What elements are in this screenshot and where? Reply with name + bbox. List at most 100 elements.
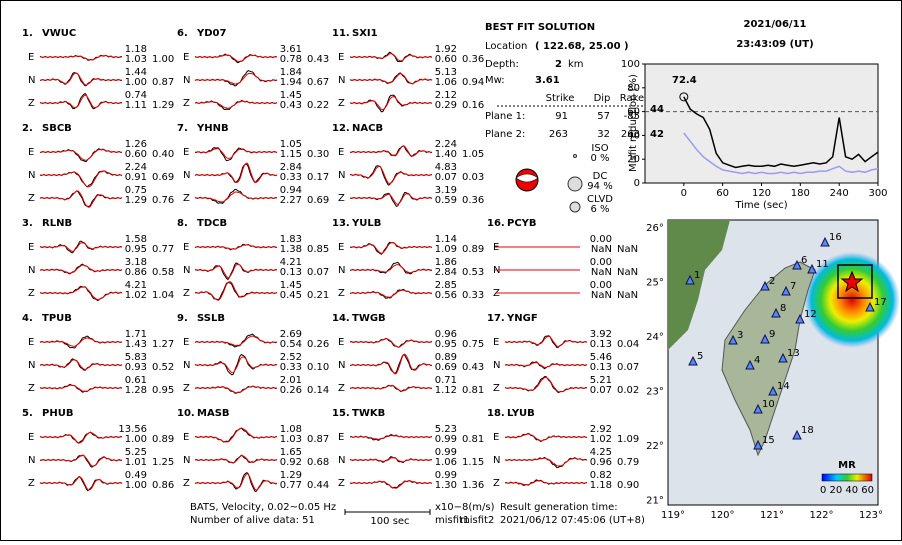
component-name: CLVD [587, 194, 613, 205]
misfit1: 0.13 [590, 362, 612, 373]
table-header: Dip [594, 93, 611, 104]
misfit1: 0.86 [125, 267, 147, 278]
amplitude: 1.44 [125, 67, 147, 78]
amplitude: 1.05 [280, 139, 302, 150]
lon-label: 123° [859, 510, 883, 521]
synthetic-trace [39, 170, 123, 188]
legend-misfit2: misfit2 [460, 515, 494, 526]
synthetic-trace [349, 353, 433, 375]
y-tick-label: 0 [634, 178, 640, 189]
misfit2: 0.87 [152, 77, 174, 88]
amplitude: 0.00 [590, 257, 612, 268]
misfit2: 0.03 [462, 172, 484, 183]
synthetic-trace [349, 480, 433, 489]
misfit1: 0.13 [590, 339, 612, 350]
misfit1: 1.02 [590, 434, 612, 445]
misfit1: 1.06 [435, 77, 457, 88]
amplitude: 1.84 [280, 67, 302, 78]
synthetic-trace [39, 476, 123, 491]
station-label: 9 [769, 329, 775, 340]
station-label: 6 [801, 255, 807, 266]
misfit2: 0.44 [307, 480, 329, 491]
synthetic-trace [194, 191, 278, 203]
misfit1: 0.54 [280, 339, 302, 350]
misfit1: 0.77 [280, 480, 302, 491]
component-label: N [28, 75, 35, 86]
misfit2: 0.69 [152, 172, 174, 183]
station-marker [820, 236, 830, 247]
y-axis-label: Misfit reduction (%) [628, 74, 639, 172]
amplitude: 2.92 [590, 424, 612, 435]
component-label: N [338, 455, 345, 466]
synthetic-trace [505, 433, 588, 442]
annotation: 72.4 [672, 75, 697, 86]
misfit1: 1.03 [125, 54, 147, 65]
misfit2: 0.52 [152, 362, 174, 373]
amplitude: 0.89 [435, 352, 457, 363]
y-tick-label: 20 [627, 154, 640, 165]
amplitude: 0.94 [280, 185, 302, 196]
component-label: Z [28, 98, 35, 109]
station-label: 18 [801, 425, 814, 436]
location-label: Location [485, 41, 527, 52]
synthetic-trace [195, 427, 278, 443]
synthetic-trace [194, 335, 278, 347]
misfit1: 0.60 [435, 54, 457, 65]
lat-label: 26° [646, 223, 664, 234]
legend-misfit1: misfit1 [435, 515, 469, 526]
map [667, 219, 900, 506]
misfit1: 0.96 [590, 457, 612, 468]
misfit2: 1.36 [462, 480, 484, 491]
component-label: Z [183, 383, 190, 394]
component-label: Z [338, 383, 345, 394]
station-marker [807, 263, 817, 274]
component-label: E [183, 147, 189, 158]
misfit2: 0.68 [307, 457, 329, 468]
station-number: 3. [22, 218, 33, 229]
station-name: PHUB [42, 408, 73, 419]
component-label: N [183, 75, 190, 86]
component-label: N [338, 360, 345, 371]
x-axis-label: Time (sec) [734, 200, 787, 211]
misfit2: 0.81 [462, 385, 484, 396]
station-name: TDCB [197, 218, 227, 229]
depth-unit: km [568, 59, 584, 70]
station-marker [865, 301, 875, 312]
station-label: 3 [737, 330, 743, 341]
mw: 3.61 [535, 75, 560, 86]
component-label: Z [28, 383, 35, 394]
amplitude: 13.56 [118, 424, 147, 435]
component-label: Z [493, 383, 500, 394]
station-number: 16. [487, 218, 505, 229]
misfit1: 0.59 [435, 195, 457, 206]
station-number: 17. [487, 313, 505, 324]
plane-label: Plane 1: [485, 111, 525, 122]
synthetic-trace [504, 480, 588, 486]
station-marker [778, 352, 788, 363]
plane-value: -85 [624, 111, 640, 122]
misfit2: NaN [617, 267, 638, 278]
amplitude: 1.18 [125, 44, 147, 55]
synthetic-trace [349, 73, 433, 85]
misfit2: 1.15 [462, 457, 484, 468]
station-label: 11 [816, 259, 829, 270]
misfit2: 0.89 [462, 244, 484, 255]
misfit1: 0.43 [280, 100, 302, 111]
component-label: E [338, 147, 344, 158]
amplitude: 5.83 [125, 352, 147, 363]
synthetic-trace [39, 149, 122, 161]
misfit2: 0.77 [152, 244, 174, 255]
misfit2: 0.43 [462, 362, 484, 373]
misfit2: 0.81 [462, 434, 484, 445]
misfit2: 0.33 [462, 290, 484, 301]
component-label: N [183, 170, 190, 181]
component-label: N [183, 265, 190, 276]
synthetic-trace [194, 356, 278, 374]
synthetic-trace [504, 376, 588, 393]
misfit2: 1.09 [617, 434, 639, 445]
station-marker [795, 313, 805, 324]
amplitude: 2.69 [280, 329, 302, 340]
misfit1: 2.27 [280, 195, 302, 206]
synthetic-trace [349, 53, 433, 62]
